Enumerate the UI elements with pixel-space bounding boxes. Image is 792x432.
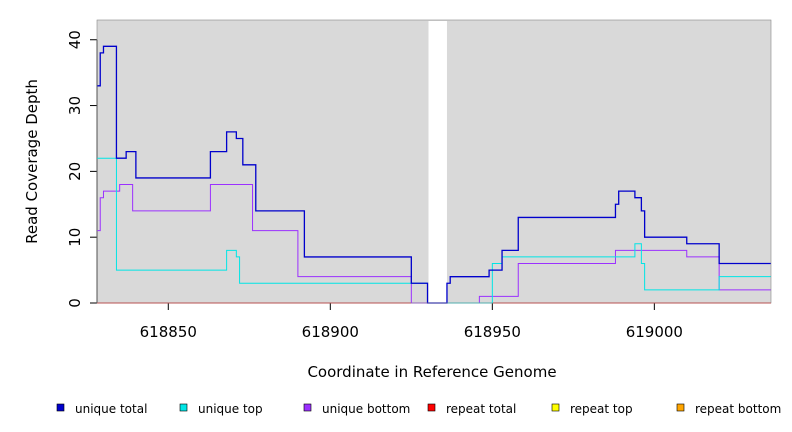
- y-axis-label: Read Coverage Depth: [23, 79, 41, 244]
- legend-label: unique top: [198, 402, 263, 416]
- y-tick-label: 0: [66, 298, 84, 308]
- legend-item-unique-bottom: unique bottom: [303, 402, 410, 416]
- x-axis-label: Coordinate in Reference Genome: [307, 363, 556, 381]
- legend-label: repeat top: [570, 402, 633, 416]
- y-tick-label: 10: [66, 228, 84, 247]
- y-tick-label: 40: [66, 30, 84, 49]
- legend-label: repeat bottom: [695, 402, 781, 416]
- legend-item-repeat-bottom: repeat bottom: [676, 402, 781, 416]
- y-tick-label: 20: [66, 162, 84, 181]
- legend-label: repeat total: [446, 402, 516, 416]
- legend-label: unique bottom: [322, 402, 410, 416]
- series-line-unique-total: [97, 45, 771, 304]
- legend-swatch: [179, 403, 188, 412]
- x-axis: 618850 618900 618950 619000: [140, 302, 683, 341]
- y-tick-label: 30: [66, 96, 84, 115]
- legend-item-unique-top: unique top: [179, 402, 263, 416]
- legend-item-unique-total: unique total: [56, 402, 147, 416]
- legend-swatch: [676, 403, 685, 412]
- legend-swatch: [56, 403, 65, 412]
- legend-swatch: [303, 403, 312, 412]
- legend-label: unique total: [75, 402, 147, 416]
- plot-border: [96, 19, 772, 304]
- legend-item-repeat-top: repeat top: [551, 402, 633, 416]
- legend-swatch: [551, 403, 560, 412]
- gap-band: [428, 21, 447, 303]
- x-tick-label: 618850: [140, 323, 197, 341]
- legend: unique total unique top unique bottom repea…: [56, 402, 781, 416]
- legend-item-repeat-total: repeat total: [427, 402, 516, 416]
- x-tick-label: 618950: [464, 323, 521, 341]
- x-tick-label: 618900: [302, 323, 359, 341]
- y-axis: 0 10 20 30 40: [66, 30, 98, 308]
- series-line-unique-bottom: [97, 184, 771, 304]
- legend-swatch: [427, 403, 436, 412]
- x-tick-label: 619000: [626, 323, 683, 341]
